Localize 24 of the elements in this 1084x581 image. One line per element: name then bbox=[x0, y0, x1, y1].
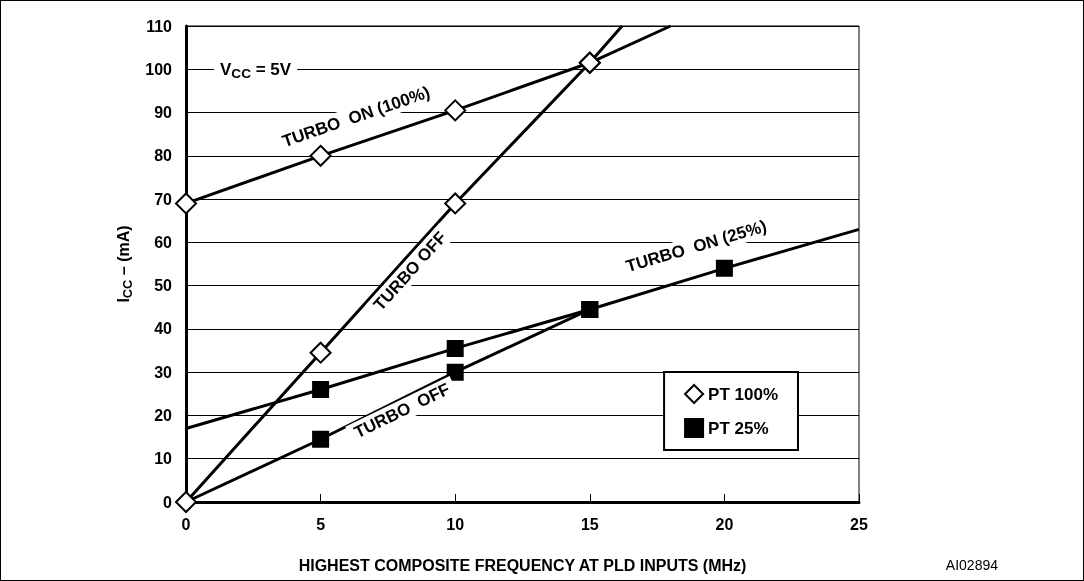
text: AI02894 bbox=[945, 557, 999, 573]
x-tick-label: 25 bbox=[850, 515, 868, 533]
y-tick-label: 30 bbox=[154, 363, 173, 381]
x-tick-label: 15 bbox=[580, 515, 599, 533]
x-tick-label: 10 bbox=[446, 515, 465, 533]
annotation: TURBO ON (25%) bbox=[623, 216, 769, 277]
y-tick-label: 40 bbox=[154, 320, 173, 338]
y-tick-label: 0 bbox=[163, 493, 173, 511]
y-tick-label: 110 bbox=[146, 17, 173, 35]
y-axis-title: ICC – (mA) bbox=[115, 225, 136, 303]
y-tick-label: 50 bbox=[154, 277, 173, 295]
x-axis-title: HIGHEST COMPOSITE FREQUENCY AT PLD INPUTS (MHz) bbox=[298, 556, 747, 574]
y-tick-label: 90 bbox=[154, 104, 173, 122]
y-tick-label: 10 bbox=[154, 450, 173, 468]
y-tick-label: 20 bbox=[154, 406, 173, 424]
x-tick-label: 0 bbox=[181, 515, 191, 533]
y-tick-label: 70 bbox=[154, 190, 173, 208]
x-tick-label: 20 bbox=[715, 515, 734, 533]
y-tick-label: 100 bbox=[145, 60, 173, 78]
legend-label: PT 100% bbox=[708, 384, 779, 404]
y-tick-label: 80 bbox=[154, 147, 173, 165]
y-tick-label: 60 bbox=[154, 233, 173, 251]
x-tick-label: 5 bbox=[316, 515, 326, 533]
legend-label: PT 25% bbox=[708, 418, 769, 438]
